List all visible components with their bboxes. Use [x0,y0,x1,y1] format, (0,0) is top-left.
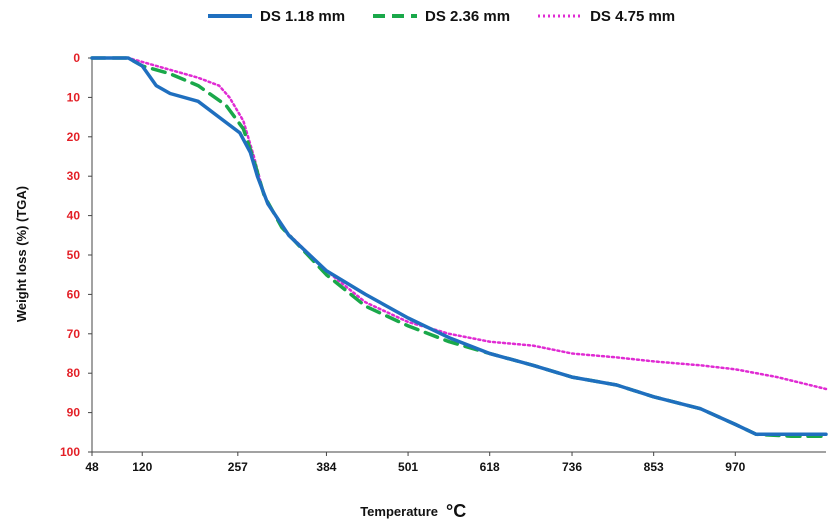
legend-swatch-dotted [538,14,583,18]
x-tick-label: 970 [725,460,745,474]
y-tick-label: 20 [67,130,81,144]
legend-label: DS 4.75 mm [590,7,676,25]
x-axis-unit: °C [446,501,466,521]
legend-item-ds-2-36: DS 2.36 mm [373,6,510,26]
series-line-dashed [90,56,828,438]
x-tick-label: 48 [85,460,99,474]
y-tick-label: 50 [67,248,81,262]
y-tick-label: 100 [60,445,80,459]
y-tick-label: 60 [67,287,81,301]
x-tick-label: 257 [228,460,248,474]
chart-legend: DS 1.18 mm DS 2.36 mm DS 4.75 mm [208,6,703,26]
legend-label: DS 2.36 mm [425,7,511,25]
series-line-dotted [90,56,828,391]
legend-swatch-dashed [373,14,418,18]
chart-axes [88,57,826,456]
y-tick-label: 80 [67,366,81,380]
series-line-solid [90,56,828,437]
y-tick-label: 70 [67,327,81,341]
legend-swatch-solid [208,14,252,18]
x-tick-label: 853 [644,460,664,474]
y-tick-label: 30 [67,169,81,183]
x-tick-label: 501 [398,460,418,474]
y-tick-label: 10 [67,90,81,104]
x-tick-label: 120 [132,460,152,474]
x-tick-label: 736 [562,460,582,474]
x-tick-label: 384 [316,460,336,474]
y-tick-label: 90 [67,406,81,420]
series-lines [90,56,828,438]
legend-item-ds-1-18: DS 1.18 mm [208,6,345,26]
y-tick-label: 0 [73,51,80,65]
y-axis-title: Weight loss (%) (TGA) [14,186,29,322]
x-tick-labels: 48 120 257 384 501 618 736 853 970 [85,460,745,474]
y-tick-labels: 0 10 20 30 40 50 60 70 80 90 100 [60,51,80,459]
y-tick-label: 40 [67,209,81,223]
legend-label: DS 1.18 mm [260,7,346,25]
x-axis-title: Temperature [360,504,438,519]
legend-item-ds-4-75: DS 4.75 mm [538,6,675,26]
x-tick-label: 618 [480,460,500,474]
